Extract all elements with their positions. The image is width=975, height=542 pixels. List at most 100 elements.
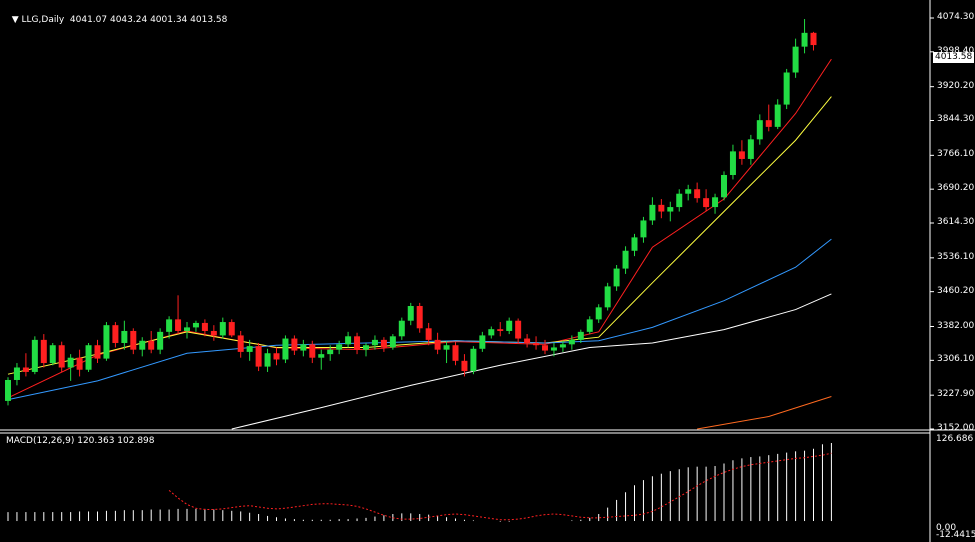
moving-average-line-0 <box>7 58 832 399</box>
candle-body <box>49 345 56 364</box>
candle-body <box>121 330 128 343</box>
price-tick-label: 3536.10 <box>937 251 975 262</box>
candle-body <box>676 193 683 208</box>
candle-body <box>246 346 253 352</box>
candle-body <box>85 345 92 370</box>
macd-axis-zero: 0.00 <box>936 523 957 533</box>
price-tick-label: 3998.40 <box>937 45 975 56</box>
candle-body <box>31 339 38 372</box>
candle-body <box>282 338 289 360</box>
candle-body <box>291 338 298 351</box>
candle-body <box>5 379 11 401</box>
candle-body <box>443 345 450 350</box>
candle-body <box>175 319 182 331</box>
candle-body <box>586 319 593 332</box>
macd-axis-bottom: -12.4415 <box>936 530 975 540</box>
candle-body <box>139 340 146 350</box>
candle-body <box>479 335 486 349</box>
candle-body <box>345 336 352 345</box>
candle-body <box>631 237 638 251</box>
price-tick-label: 3306.10 <box>937 354 975 365</box>
price-tick-label: 3460.20 <box>937 285 975 296</box>
candle-body <box>264 353 271 367</box>
price-tick-label: 3766.10 <box>937 149 975 160</box>
candle-body <box>792 46 799 73</box>
price-tick-label: 3690.20 <box>937 183 975 194</box>
candle-body <box>192 322 199 328</box>
candle-body <box>738 151 745 159</box>
candle-body <box>515 320 522 339</box>
candle-body <box>658 204 665 212</box>
candle-body <box>354 336 361 350</box>
candle-body <box>783 72 790 105</box>
candle-body <box>363 345 369 350</box>
candle-body <box>721 174 727 198</box>
candle-body <box>434 339 441 350</box>
candle-body <box>488 329 495 336</box>
candle-body <box>371 339 378 346</box>
candle-body <box>318 354 325 358</box>
candle-body <box>729 151 736 175</box>
candle-body <box>389 336 396 348</box>
dropdown-triangle-icon[interactable]: ▼ <box>11 15 22 25</box>
candle-body <box>336 344 343 350</box>
price-tick-label: 3844.30 <box>937 114 975 125</box>
price-tick-label: 3227.90 <box>937 389 975 400</box>
price-tick-label: 3920.20 <box>937 80 975 91</box>
candle-body <box>694 189 701 199</box>
candle-body <box>595 307 602 320</box>
macd-signal-line <box>168 452 832 521</box>
ohlc-readout: 4041.07 4043.24 4001.34 4013.58 <box>69 15 228 25</box>
candle-body <box>201 322 208 331</box>
moving-average-line-3 <box>231 293 832 430</box>
candle-body <box>640 220 647 238</box>
candle-body <box>184 327 190 331</box>
candle-body <box>22 367 29 372</box>
candle-body <box>747 139 754 159</box>
candle-body <box>380 339 387 348</box>
price-tick-label: 3152.00 <box>937 423 975 433</box>
price-tick-label: 3382.00 <box>937 320 975 331</box>
candle-body <box>300 344 307 351</box>
macd-axis-top: 126.686 <box>936 434 974 444</box>
candle-body <box>40 339 47 364</box>
candle-body <box>774 104 781 127</box>
candle-body <box>559 344 566 348</box>
price-tick-label: 4074.30 <box>937 12 975 22</box>
candle-body <box>398 320 405 337</box>
candle-body <box>309 344 316 358</box>
chart-header: ▼ LLG,Daily 4041.07 4043.24 4001.34 4013… <box>6 5 228 25</box>
current-price-marker: 4013.58 <box>933 52 975 63</box>
candle-body <box>712 197 719 208</box>
candle-body <box>649 204 656 221</box>
candle-body <box>765 120 772 127</box>
candle-body <box>425 328 432 340</box>
candle-body <box>497 329 504 331</box>
candle-body <box>416 306 423 329</box>
candle-body <box>76 357 83 370</box>
candle-body <box>685 189 692 194</box>
candle-body <box>542 345 548 351</box>
candle-body <box>801 32 808 47</box>
candle-body <box>470 348 477 372</box>
candle-body <box>148 340 155 350</box>
candle-body <box>130 330 137 350</box>
candle-body <box>461 360 468 372</box>
candle-body <box>210 330 217 336</box>
candle-body <box>166 319 173 332</box>
candle-body <box>810 32 817 46</box>
candle-body <box>756 120 763 140</box>
candle-body <box>219 322 226 336</box>
candle-body <box>67 357 74 368</box>
moving-average-line-2 <box>7 238 832 401</box>
candle-body <box>58 345 65 368</box>
candle-body <box>577 331 584 340</box>
candle-body <box>94 345 101 359</box>
candle-body <box>703 198 710 208</box>
candle-body <box>533 342 540 346</box>
symbol-label: LLG,Daily <box>21 15 65 25</box>
candle-body <box>452 345 459 361</box>
candle-body <box>103 325 110 359</box>
candle-body <box>13 367 20 380</box>
